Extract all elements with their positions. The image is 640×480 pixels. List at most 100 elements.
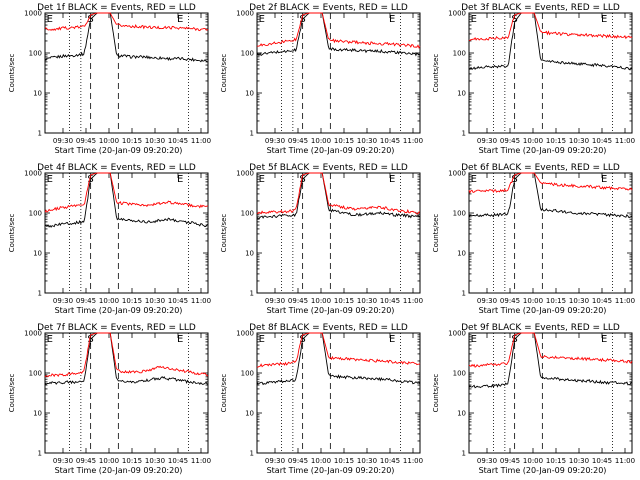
chart-panel-7: Det 7f BLACK = Events, RED = LLD 1 10 100 10…: [8, 323, 211, 475]
x-axis-label: Start Time (20-Jan-09 09:20:20): [55, 466, 183, 475]
time-marker-label: E: [471, 334, 477, 345]
x-tick-label: 10:45: [592, 137, 612, 145]
x-tick-label: 10:30: [569, 137, 589, 145]
x-axis-label: Start Time (20-Jan-09 09:20:20): [55, 306, 183, 315]
x-tick-label: 10:15: [546, 457, 566, 465]
x-tick-label: 10:30: [569, 457, 589, 465]
y-tick-label: 1000: [448, 10, 466, 18]
x-tick-label: 09:45: [76, 457, 96, 465]
plot-frame: [256, 332, 421, 454]
y-tick-label: 100: [29, 50, 42, 58]
y-tick-label: 10: [33, 410, 42, 418]
y-tick-label: 1: [250, 450, 254, 458]
chart-panel-4: Det 4f BLACK = Events, RED = LLD 1 10 100 10…: [8, 163, 211, 315]
x-axis-label: Start Time (20-Jan-09 09:20:20): [55, 146, 183, 155]
y-axis-label: Counts/sec: [432, 214, 440, 253]
x-tick-label: 10:15: [546, 137, 566, 145]
x-tick-label: 09:30: [53, 297, 73, 305]
time-marker-label: E: [47, 334, 53, 345]
chart-title: Det 1f BLACK = Events, RED = LLD: [37, 3, 196, 13]
y-tick-label: 1: [462, 130, 466, 138]
series-line-lld: [44, 12, 209, 32]
x-tick-label: 11:00: [191, 297, 211, 305]
x-tick-label: 09:30: [265, 297, 285, 305]
series-line-events: [468, 332, 633, 389]
plot-frame: [468, 332, 633, 454]
x-axis-label: Start Time (20-Jan-09 09:20:20): [267, 306, 395, 315]
series-line-events: [44, 172, 209, 228]
series-line-lld: [44, 172, 209, 213]
x-tick-label: 09:30: [53, 137, 73, 145]
chart-panel-5: Det 5f BLACK = Events, RED = LLD 1 10 100 10…: [220, 163, 423, 315]
x-tick-label: 10:15: [546, 297, 566, 305]
y-axis-label: Counts/sec: [220, 54, 228, 93]
y-tick-label: 100: [29, 210, 42, 218]
plot-frame: [44, 332, 209, 454]
x-axis-label: Start Time (20-Jan-09 09:20:20): [479, 146, 607, 155]
x-tick-label: 10:15: [122, 457, 142, 465]
y-tick-label: 1000: [448, 330, 466, 338]
chart-title: Det 2f BLACK = Events, RED = LLD: [249, 3, 408, 13]
y-axis-label: Counts/sec: [220, 374, 228, 413]
series-line-events: [44, 12, 209, 63]
y-tick-label: 1000: [236, 170, 254, 178]
x-tick-label: 09:45: [500, 137, 520, 145]
x-tick-label: 10:15: [334, 137, 354, 145]
x-tick-label: 11:00: [191, 137, 211, 145]
chart-title: Det 7f BLACK = Events, RED = LLD: [37, 323, 196, 333]
y-tick-label: 10: [457, 250, 466, 258]
time-marker-label: E: [47, 174, 53, 185]
time-marker-label: E: [259, 174, 265, 185]
time-marker-label: E: [177, 174, 183, 185]
series-line-lld: [256, 332, 421, 368]
y-tick-label: 1: [38, 290, 42, 298]
chart-panel-9: Det 9f BLACK = Events, RED = LLD 1 10 100 10…: [432, 323, 635, 475]
x-tick-label: 10:00: [523, 137, 543, 145]
x-tick-label: 10:00: [311, 457, 331, 465]
x-tick-label: 10:30: [145, 457, 165, 465]
x-tick-label: 10:30: [357, 457, 377, 465]
series-line-events: [44, 332, 209, 386]
chart-title: Det 6f BLACK = Events, RED = LLD: [461, 163, 620, 173]
time-marker-label: E: [471, 14, 477, 25]
plot-frame: [468, 12, 633, 134]
chart-panel-1: Det 1f BLACK = Events, RED = LLD 1 10 100 10…: [8, 3, 211, 155]
x-tick-label: 11:00: [615, 137, 635, 145]
y-tick-label: 1: [38, 130, 42, 138]
x-tick-label: 09:45: [288, 137, 308, 145]
y-tick-label: 1: [250, 130, 254, 138]
x-tick-label: 10:45: [592, 457, 612, 465]
x-tick-label: 10:30: [357, 297, 377, 305]
y-tick-label: 1: [462, 290, 466, 298]
y-tick-label: 1000: [24, 330, 42, 338]
x-tick-label: 10:30: [357, 137, 377, 145]
y-axis-label: Counts/sec: [432, 54, 440, 93]
x-axis-label: Start Time (20-Jan-09 09:20:20): [267, 146, 395, 155]
chart-title: Det 8f BLACK = Events, RED = LLD: [249, 323, 408, 333]
chart-title: Det 3f BLACK = Events, RED = LLD: [461, 3, 620, 13]
chart-panel-2: Det 2f BLACK = Events, RED = LLD 1 10 100 10…: [220, 3, 423, 155]
x-tick-label: 09:45: [288, 297, 308, 305]
x-tick-label: 09:30: [265, 137, 285, 145]
x-tick-label: 09:30: [477, 457, 497, 465]
time-marker-label: E: [471, 174, 477, 185]
time-marker-label: E: [601, 174, 607, 185]
y-tick-label: 100: [453, 210, 466, 218]
x-tick-label: 09:45: [500, 457, 520, 465]
y-tick-label: 100: [453, 370, 466, 378]
x-tick-label: 10:00: [523, 457, 543, 465]
y-tick-label: 10: [245, 90, 254, 98]
y-axis-label: Counts/sec: [8, 214, 16, 253]
chart-title: Det 4f BLACK = Events, RED = LLD: [37, 163, 196, 173]
x-tick-label: 10:00: [99, 297, 119, 305]
x-axis-label: Start Time (20-Jan-09 09:20:20): [479, 466, 607, 475]
series-line-events: [256, 12, 421, 57]
series-line-lld: [256, 172, 421, 215]
x-tick-label: 10:45: [380, 457, 400, 465]
chart-panel-3: Det 3f BLACK = Events, RED = LLD 1 10 100 10…: [432, 3, 635, 155]
x-tick-label: 09:30: [53, 457, 73, 465]
series-line-lld: [256, 12, 421, 49]
y-tick-label: 10: [457, 90, 466, 98]
y-tick-label: 1: [462, 450, 466, 458]
